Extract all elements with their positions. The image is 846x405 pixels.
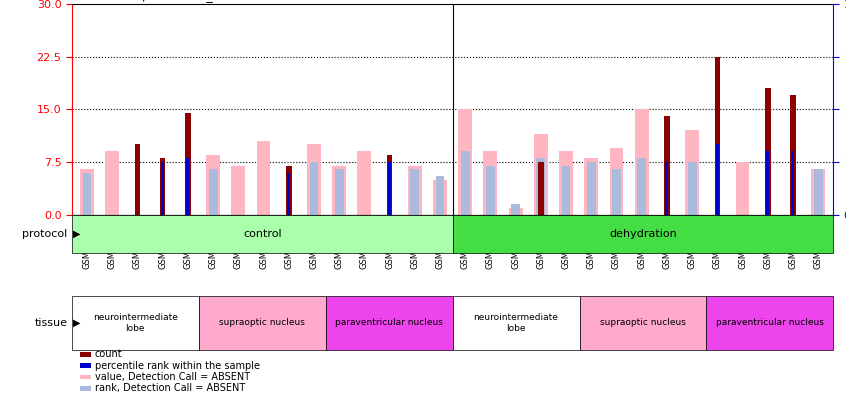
Text: control: control [243, 229, 282, 239]
Bar [716, 145, 719, 215]
Bar [160, 158, 166, 215]
Text: neurointermediate
lobe: neurointermediate lobe [474, 313, 558, 333]
Text: GDS1612 / 1369601_at: GDS1612 / 1369601_at [80, 0, 226, 2]
Bar [310, 162, 318, 215]
Bar [410, 169, 420, 215]
Bar [72, 296, 199, 350]
Bar [814, 169, 822, 215]
Bar [209, 169, 217, 215]
Bar [408, 166, 421, 215]
Bar [484, 151, 497, 215]
Bar [256, 141, 271, 215]
Text: protocol: protocol [23, 229, 68, 239]
Bar [508, 208, 523, 215]
Bar [326, 296, 453, 350]
Bar [80, 169, 94, 215]
Bar [286, 166, 292, 215]
Text: tissue: tissue [35, 318, 68, 328]
Bar [685, 130, 699, 215]
Bar [436, 176, 444, 215]
Bar [453, 296, 580, 350]
Text: supraoptic nucleus: supraoptic nucleus [600, 318, 686, 328]
Bar [765, 88, 771, 215]
Bar [83, 173, 91, 215]
Bar [792, 151, 794, 215]
Bar [666, 162, 668, 215]
Bar [610, 148, 624, 215]
Bar [562, 166, 570, 215]
Bar [332, 166, 346, 215]
Bar [433, 179, 447, 215]
Bar [357, 151, 371, 215]
Bar [706, 296, 833, 350]
Text: ▶: ▶ [73, 318, 80, 328]
Bar [585, 158, 598, 215]
Bar [335, 169, 343, 215]
Bar [288, 173, 290, 215]
Bar [580, 296, 706, 350]
Bar [536, 158, 546, 215]
Bar [231, 166, 245, 215]
Bar [790, 95, 796, 215]
Bar [736, 162, 750, 215]
Bar [185, 113, 190, 215]
Text: paraventricular nucleus: paraventricular nucleus [716, 318, 824, 328]
Text: percentile rank within the sample: percentile rank within the sample [95, 361, 260, 371]
Bar [634, 109, 649, 215]
Bar [559, 151, 573, 215]
Bar [161, 162, 164, 215]
Bar [206, 155, 220, 215]
Bar [587, 162, 596, 215]
Bar [459, 109, 472, 215]
Bar [538, 162, 544, 215]
Text: count: count [95, 350, 123, 359]
Bar [388, 162, 391, 215]
Bar [387, 155, 393, 215]
Bar [453, 215, 833, 253]
Bar [766, 151, 769, 215]
Bar [715, 57, 720, 215]
Bar [186, 158, 190, 215]
Text: supraoptic nucleus: supraoptic nucleus [219, 318, 305, 328]
Bar [688, 162, 696, 215]
Text: ▶: ▶ [73, 229, 80, 239]
Bar [511, 204, 520, 215]
Text: paraventricular nucleus: paraventricular nucleus [335, 318, 443, 328]
Bar [135, 145, 140, 215]
Bar [461, 151, 470, 215]
Text: rank, Detection Call = ABSENT: rank, Detection Call = ABSENT [95, 384, 245, 393]
Bar [486, 166, 495, 215]
Bar [105, 151, 119, 215]
Bar [307, 145, 321, 215]
Text: neurointermediate
lobe: neurointermediate lobe [93, 313, 178, 333]
Bar [72, 215, 453, 253]
Bar [534, 134, 548, 215]
Bar [664, 116, 670, 215]
Bar [637, 158, 646, 215]
Bar [811, 169, 825, 215]
Text: value, Detection Call = ABSENT: value, Detection Call = ABSENT [95, 372, 250, 382]
Bar [199, 296, 326, 350]
Text: dehydration: dehydration [609, 229, 677, 239]
Bar [612, 169, 621, 215]
